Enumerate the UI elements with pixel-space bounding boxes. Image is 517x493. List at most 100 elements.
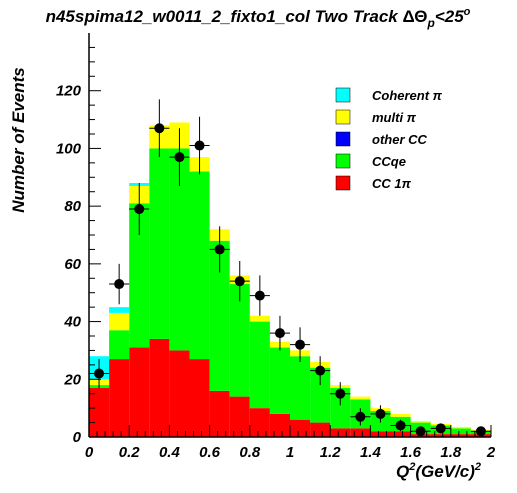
data-points bbox=[89, 99, 491, 437]
bar-cc-1--6 bbox=[209, 390, 230, 437]
bar-multi--18 bbox=[450, 426, 471, 429]
bar-cc-1--5 bbox=[189, 359, 210, 437]
chart-title-sub: p bbox=[426, 16, 434, 30]
data-point-18 bbox=[475, 426, 486, 437]
bar-cc-1--14 bbox=[370, 431, 391, 437]
bar-ccqe-8 bbox=[249, 321, 270, 409]
bar-cc-1--3 bbox=[149, 338, 170, 437]
legend-swatch-2 bbox=[335, 131, 351, 147]
bar-cc-1--9 bbox=[269, 413, 290, 437]
data-point-2 bbox=[134, 204, 145, 215]
legend-swatch-1 bbox=[335, 109, 351, 125]
data-point-8 bbox=[254, 290, 265, 301]
bar-cc-1--12 bbox=[330, 428, 351, 437]
bar-ccqe-2 bbox=[129, 203, 150, 348]
bar-coherent--1 bbox=[109, 307, 130, 313]
bar-ccqe-11 bbox=[310, 367, 331, 423]
legend-swatch-0 bbox=[335, 87, 351, 103]
bar-multi--15 bbox=[390, 413, 411, 417]
bar-ccqe-18 bbox=[450, 428, 471, 435]
data-point-14 bbox=[375, 408, 386, 419]
bar-ccqe-4 bbox=[169, 148, 190, 351]
tick-labels: 0 0.2 0.4 0.6 0.8 1 1.2 1.4 1.6 1.8 20204060801001… bbox=[56, 83, 496, 461]
data-point-12 bbox=[335, 388, 346, 399]
x-tick-label-10: 2 bbox=[486, 444, 496, 461]
y-tick-label-4: 80 bbox=[64, 198, 81, 215]
legend-swatch-3 bbox=[335, 153, 351, 169]
bar-multi--13 bbox=[350, 396, 371, 400]
data-point-0 bbox=[94, 368, 105, 379]
x-tick-label-0: 0 bbox=[85, 444, 94, 461]
x-tick-label-3: 0.6 bbox=[199, 444, 221, 461]
x-axis-label-mid: (GeV/c) bbox=[415, 462, 475, 481]
chart-title-sup: o bbox=[464, 6, 471, 18]
bar-multi--8 bbox=[249, 315, 270, 322]
bar-ccqe-12 bbox=[330, 387, 351, 429]
bar-cc-1--18 bbox=[450, 434, 471, 437]
bar-ccqe-5 bbox=[189, 171, 210, 360]
legend-label-4: CC 1π bbox=[372, 176, 412, 191]
bar-cc-1--8 bbox=[249, 408, 270, 437]
legend: Coherent π multi π other CC CCqe CC 1π bbox=[335, 87, 443, 191]
y-tick-label-2: 40 bbox=[63, 314, 81, 331]
bar-cc-1--13 bbox=[350, 428, 371, 437]
x-tick-label-5: 1 bbox=[286, 444, 294, 461]
data-point-7 bbox=[234, 276, 245, 287]
data-point-1 bbox=[114, 279, 125, 290]
data-point-10 bbox=[295, 339, 306, 350]
bar-ccqe-1 bbox=[109, 330, 130, 360]
bar-ccqe-10 bbox=[290, 356, 311, 420]
legend-label-1: multi π bbox=[372, 110, 417, 125]
data-point-6 bbox=[214, 244, 225, 255]
x-tick-label-4: 0.8 bbox=[239, 444, 261, 461]
data-point-15 bbox=[395, 420, 406, 431]
y-axis-label: Number of Events bbox=[9, 67, 28, 212]
data-point-5 bbox=[194, 140, 205, 151]
x-tick-label-6: 1.2 bbox=[320, 444, 342, 461]
data-point-4 bbox=[174, 152, 185, 163]
bar-cc-1--2 bbox=[129, 347, 150, 437]
legend-swatch-4 bbox=[335, 175, 351, 191]
bar-ccqe-3 bbox=[149, 148, 170, 339]
bar-cc-1--0 bbox=[89, 387, 110, 437]
bar-cc-1--7 bbox=[229, 396, 250, 437]
bar-ccqe-9 bbox=[269, 347, 290, 414]
bar-cc-1--10 bbox=[290, 419, 311, 437]
data-point-16 bbox=[415, 426, 426, 437]
y-tick-label-1: 20 bbox=[63, 371, 81, 388]
y-tick-label-5: 100 bbox=[56, 140, 82, 157]
x-axis-label-main: Q bbox=[396, 462, 409, 481]
x-tick-label-2: 0.4 bbox=[159, 444, 181, 461]
bar-multi--16 bbox=[410, 421, 431, 423]
data-point-13 bbox=[355, 411, 366, 422]
x-tick-label-9: 1.8 bbox=[440, 444, 462, 461]
chart-title-tail: <25 bbox=[435, 7, 464, 26]
bar-ccqe-7 bbox=[229, 284, 250, 397]
data-point-3 bbox=[154, 123, 165, 134]
legend-label-3: CCqe bbox=[372, 154, 406, 169]
bar-cc-1--17 bbox=[430, 434, 451, 437]
x-tick-label-1: 0.2 bbox=[119, 444, 141, 461]
chart-title-cut: ΔΘ bbox=[402, 7, 427, 26]
data-point-9 bbox=[274, 328, 285, 339]
y-tick-label-6: 120 bbox=[56, 83, 82, 100]
bar-cc-1--11 bbox=[310, 422, 331, 437]
x-axis-label-sup1: 2 bbox=[408, 461, 415, 473]
histogram-bars bbox=[89, 122, 491, 437]
y-tick-label-3: 60 bbox=[64, 256, 81, 273]
bar-multi--1 bbox=[109, 312, 130, 331]
x-tick-label-7: 1.4 bbox=[360, 444, 382, 461]
chart-title-main: n45spima12_w0011_2_fixto1_col Two Track bbox=[46, 7, 403, 26]
x-axis-label-sup2: 2 bbox=[474, 461, 481, 473]
legend-label-0: Coherent π bbox=[372, 88, 443, 103]
bar-cc-1--1 bbox=[109, 359, 130, 437]
bar-cc-1--4 bbox=[169, 350, 190, 437]
tick-marks bbox=[88, 46, 492, 438]
x-tick-label-8: 1.6 bbox=[400, 444, 422, 461]
chart-title: n45spima12_w0011_2_fixto1_col Two Track … bbox=[46, 6, 471, 30]
legend-label-2: other CC bbox=[372, 132, 428, 147]
x-axis-label: Q2(GeV/c)2 bbox=[396, 461, 481, 481]
data-point-17 bbox=[435, 423, 446, 434]
y-tick-label-0: 0 bbox=[73, 429, 82, 446]
